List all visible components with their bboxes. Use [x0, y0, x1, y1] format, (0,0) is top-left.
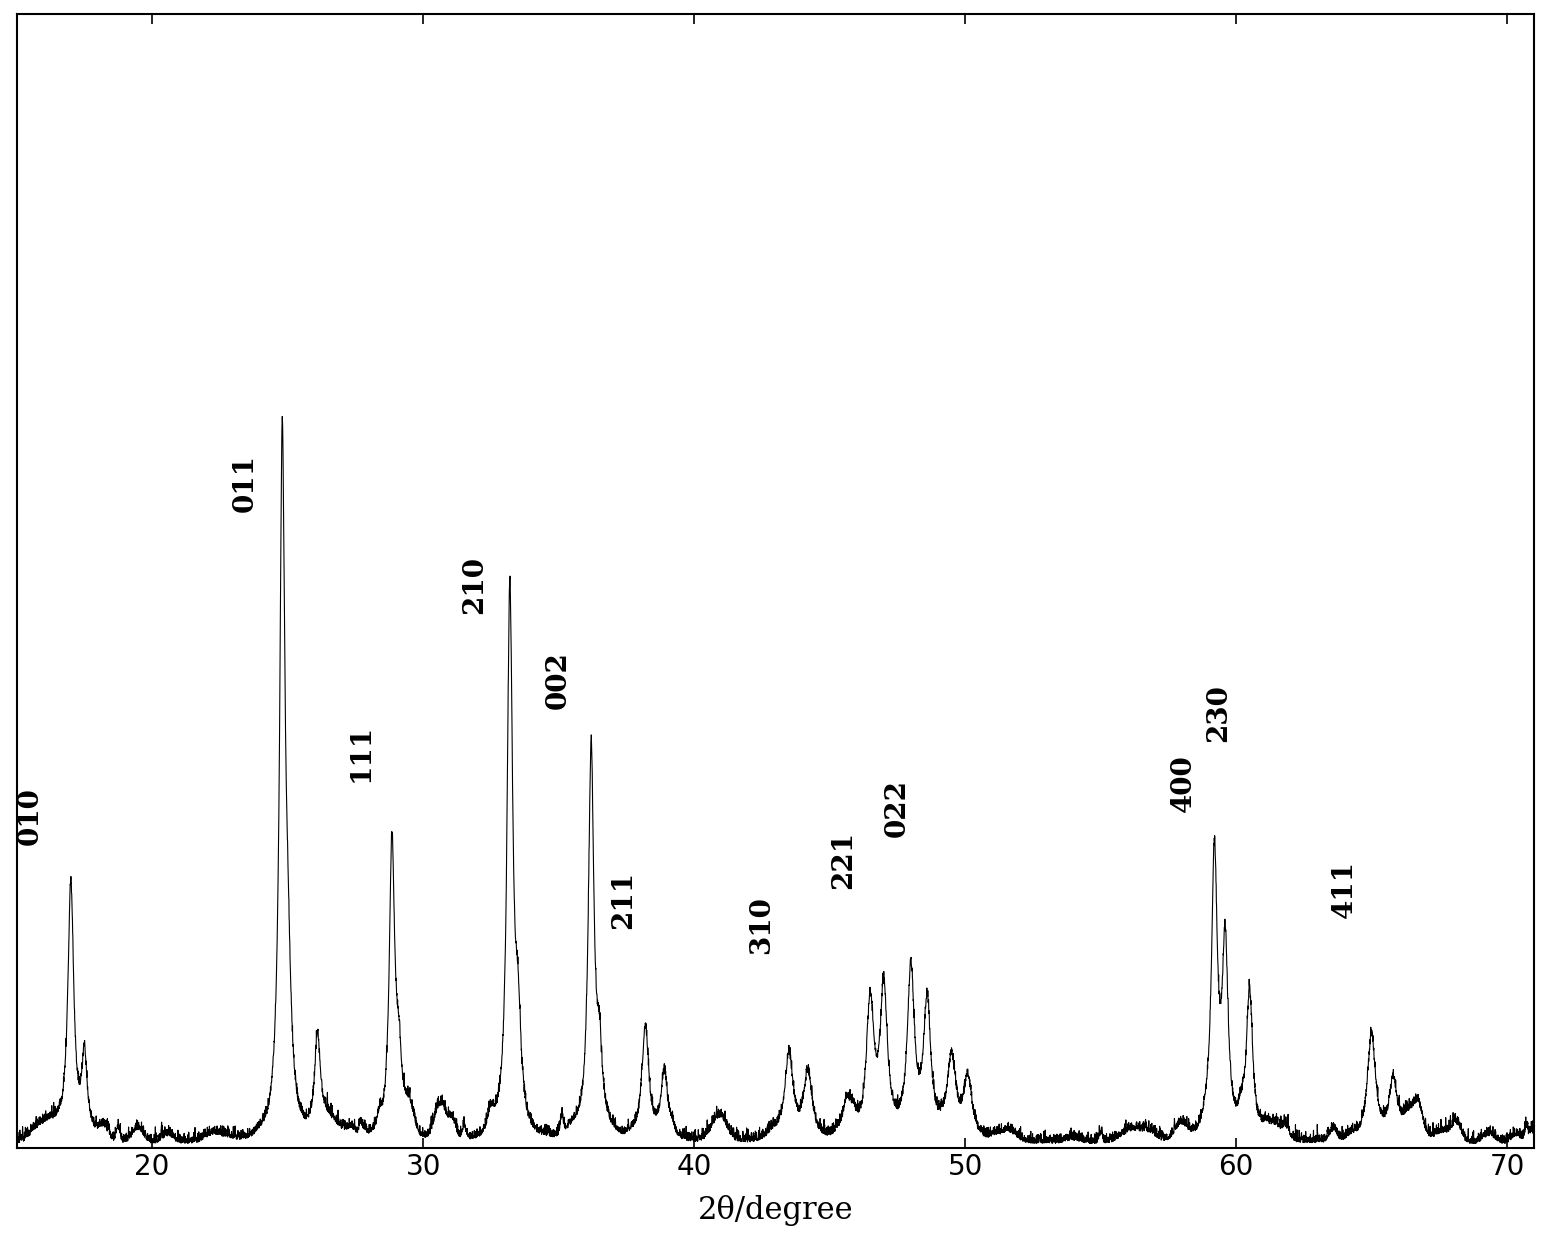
Text: 230: 230	[1204, 684, 1232, 743]
Text: 400: 400	[1170, 754, 1197, 812]
Text: 111: 111	[347, 724, 375, 782]
Text: 411: 411	[1331, 859, 1358, 918]
Text: 310: 310	[748, 897, 776, 955]
Text: 002: 002	[545, 651, 573, 709]
Text: 011: 011	[232, 454, 259, 512]
Text: 221: 221	[830, 831, 856, 889]
Text: 010: 010	[17, 786, 43, 844]
Text: 211: 211	[610, 870, 638, 929]
X-axis label: 2θ/degree: 2θ/degree	[698, 1195, 853, 1226]
Text: 210: 210	[461, 556, 488, 614]
Text: 022: 022	[884, 779, 910, 837]
